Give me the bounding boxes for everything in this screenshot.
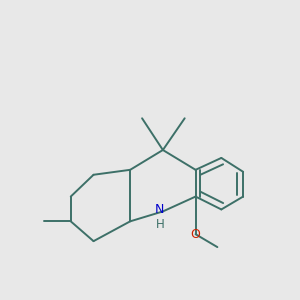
- Text: N: N: [155, 203, 165, 216]
- Text: H: H: [155, 218, 164, 231]
- Text: O: O: [190, 228, 200, 241]
